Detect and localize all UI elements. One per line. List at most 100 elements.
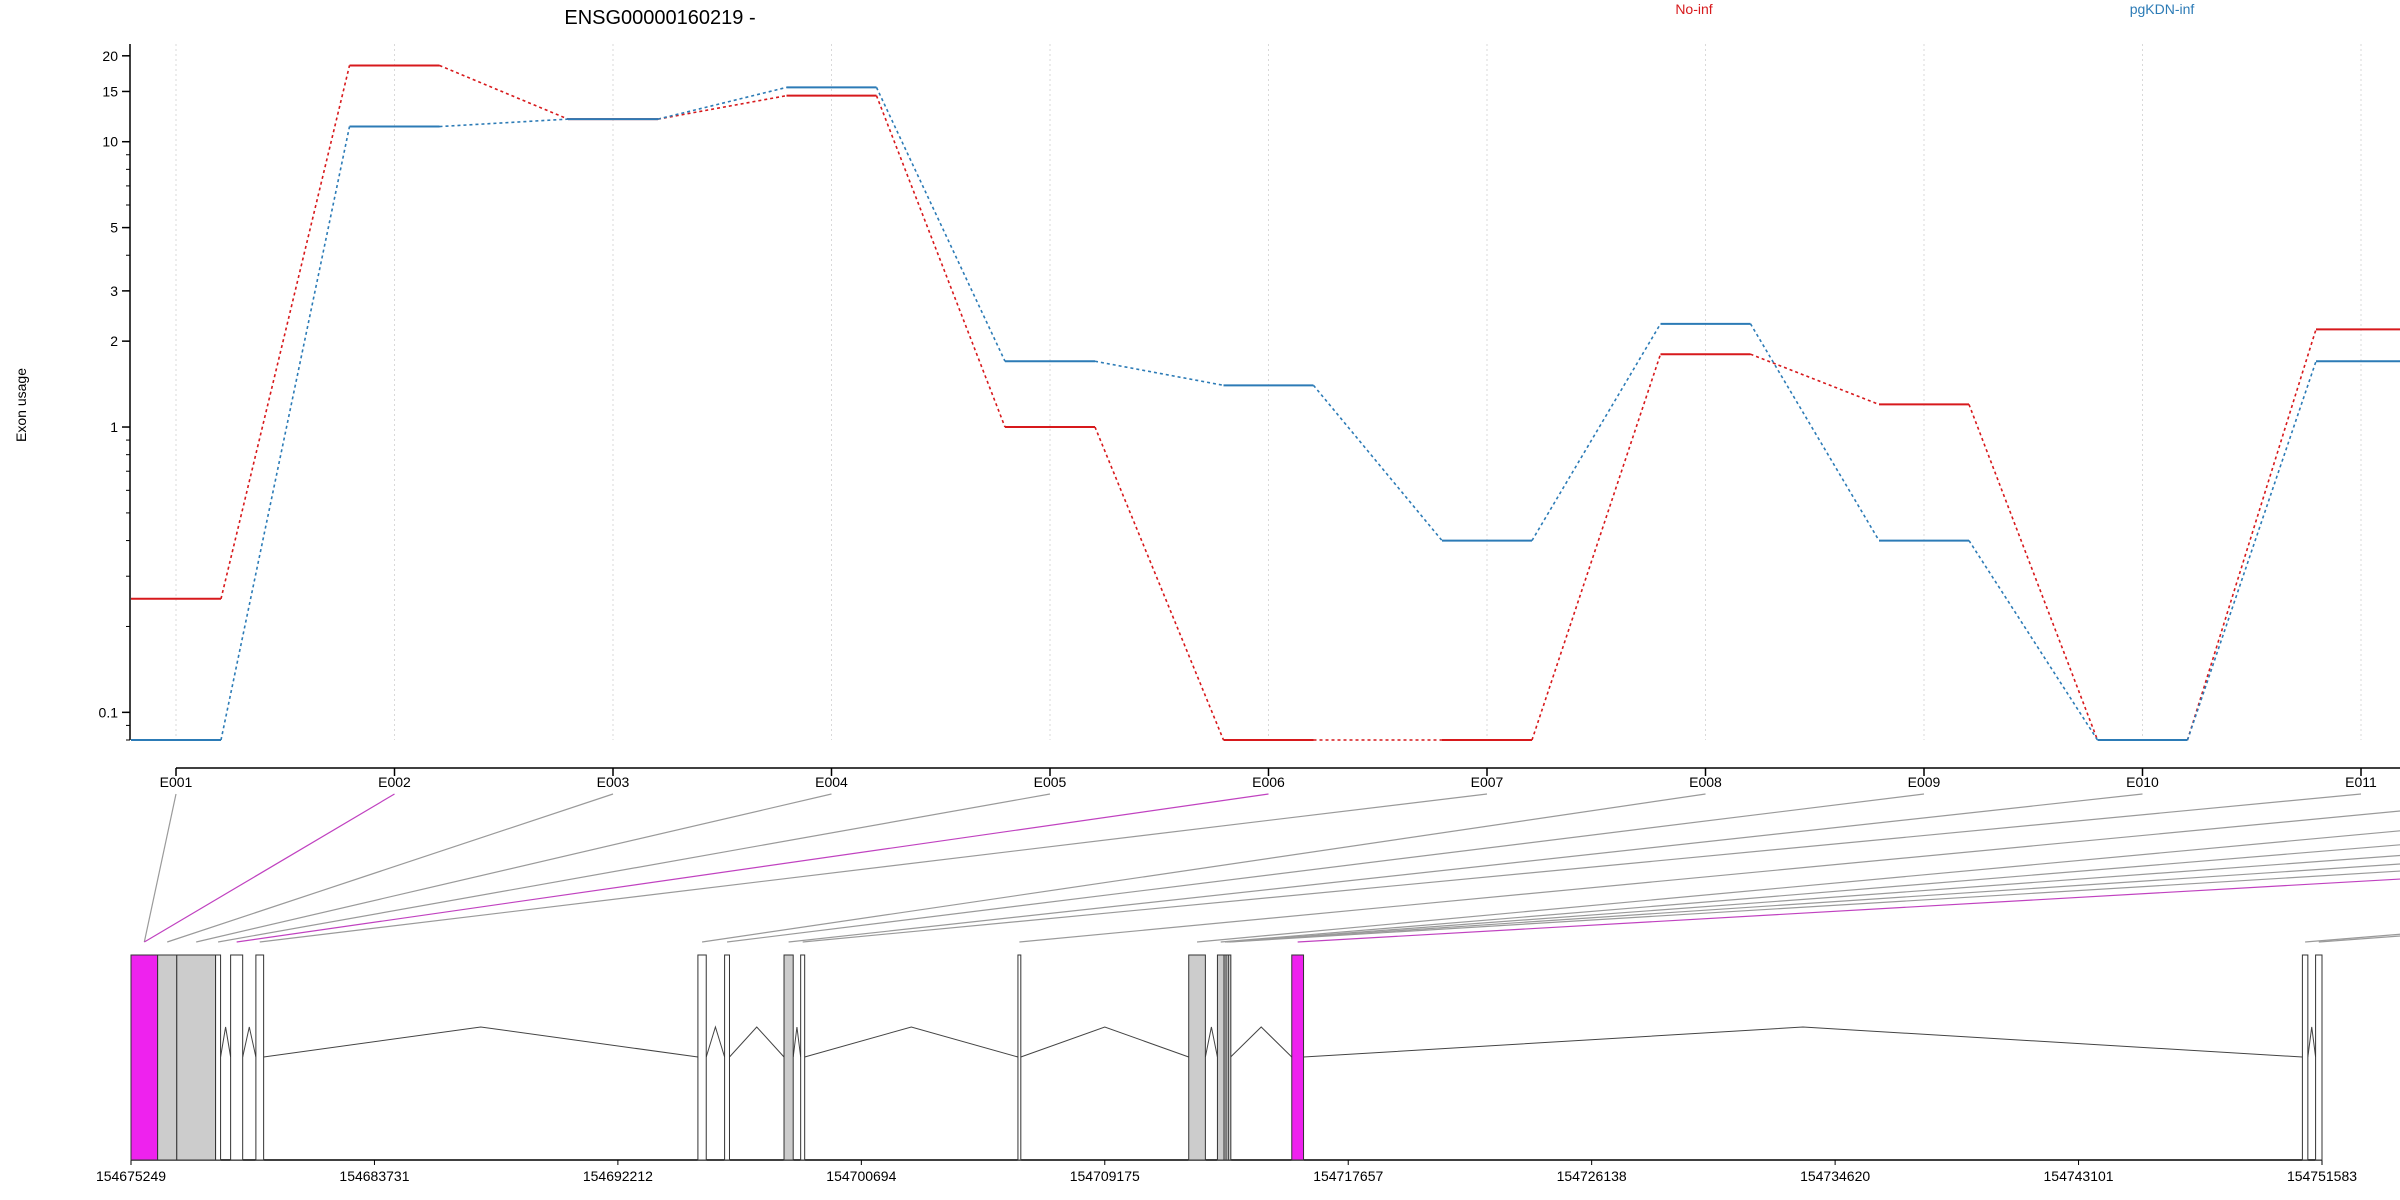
series-pgkdn-inf-connector	[2186, 361, 2317, 741]
exon-box-E009	[724, 954, 730, 1161]
exon-link-E003	[167, 793, 614, 943]
intron-connector	[1230, 1026, 1293, 1058]
axes-layer: 0.1 1 2 3 5 10 15 20 E001 E002 E003 E004 E005 E006 E00…	[99, 44, 2400, 790]
series-pgkdn-inf-connector	[657, 86, 787, 120]
series-pgkdn-inf-connector	[1312, 384, 1443, 542]
genomic-tick-label: 154734620	[1800, 1168, 1870, 1184]
gene-model-layer: 154675249 154683731 154692212 154700694 1547…	[96, 954, 2357, 1184]
genomic-tick-label: 154683731	[339, 1168, 409, 1184]
series-pgkdn-inf-connector	[875, 87, 1006, 362]
exon-box-E003	[157, 954, 178, 1161]
exon-box-E014	[1216, 954, 1225, 1161]
exon-link-E018	[1297, 878, 2400, 943]
series-no-inf-connector	[439, 64, 569, 120]
x-tick-label-E005: E005	[1034, 774, 1067, 790]
intron-connector	[263, 1026, 698, 1058]
exon-link-E007	[259, 793, 1488, 943]
intron-connector	[705, 1025, 726, 1058]
exon-box-E005	[215, 954, 222, 1161]
x-tick-label-E010: E010	[2126, 774, 2159, 790]
exon-box-E013	[1188, 954, 1206, 1161]
exon-link-E014	[1220, 844, 2400, 943]
exon-box-E007	[255, 954, 265, 1161]
exon-box-E010	[783, 954, 794, 1161]
series-pgkdn-inf-connector	[439, 118, 569, 128]
x-tick-label-E004: E004	[815, 774, 848, 790]
y-tick-label: 5	[110, 220, 118, 236]
exon-link-E017	[1229, 870, 2400, 943]
y-tick-label: 15	[102, 83, 118, 99]
intron-connector	[1020, 1026, 1189, 1058]
y-tick-label: 0.1	[99, 704, 119, 720]
x-tick-label-E009: E009	[1908, 774, 1941, 790]
series-pgkdn-inf-connector	[1531, 323, 1662, 541]
legend-entry-no-inf: No-inf	[1675, 1, 1712, 17]
exon-link-E006	[236, 793, 1269, 943]
series-no-inf-connector	[1531, 353, 1662, 741]
series-layer	[131, 64, 2400, 741]
exon-box-E004	[176, 954, 217, 1161]
y-tick-label: 2	[110, 333, 118, 349]
x-tick-label-E006: E006	[1252, 774, 1285, 790]
series-no-inf-connector	[2186, 329, 2317, 741]
genomic-tick-label: 154751583	[2287, 1168, 2357, 1184]
exon-link-E005	[217, 793, 1051, 943]
exon-box-E008	[697, 954, 707, 1161]
x-tick-label-E011: E011	[2345, 774, 2377, 790]
exon-box-E018	[1291, 954, 1305, 1161]
series-no-inf-connector	[875, 95, 1006, 428]
intron-connector	[1204, 1026, 1218, 1058]
series-pgkdn-inf-connector	[1968, 540, 2099, 741]
x-tick-label-E003: E003	[597, 774, 630, 790]
series-no-inf-connector	[657, 94, 787, 120]
genomic-tick-label: 154675249	[96, 1168, 166, 1184]
y-tick-label: 3	[110, 283, 118, 299]
genomic-tick-label: 154726138	[1557, 1168, 1627, 1184]
exon-link-E004	[196, 793, 832, 943]
series-no-inf-connector	[1094, 426, 1225, 741]
series-pgkdn-inf-connector	[1094, 360, 1224, 387]
series-no-inf-connector	[220, 65, 351, 599]
exon-link-E002	[144, 793, 395, 943]
exon-box-E006	[230, 954, 244, 1161]
genomic-tick-label: 154717657	[1313, 1168, 1383, 1184]
exon-link-E016	[1227, 863, 2400, 943]
exon-link-E020	[2318, 935, 2400, 943]
intron-connector	[220, 1026, 232, 1058]
exon-box-E002	[130, 954, 159, 1161]
y-tick-label: 10	[102, 134, 118, 150]
chart-title: ENSG00000160219 -	[564, 7, 755, 29]
intron-connector	[804, 1026, 1019, 1058]
exon-link-E009	[726, 793, 1925, 943]
series-no-inf-connector	[1750, 353, 1880, 406]
exon-link-E001	[143, 793, 177, 943]
exon-link-E011	[802, 793, 2362, 943]
x-tick-label-E008: E008	[1689, 774, 1722, 790]
x-tick-label-E001: E001	[160, 774, 193, 790]
series-pgkdn-inf-connector	[220, 126, 351, 741]
exon-box-E011	[800, 954, 806, 1161]
intron-connector	[2307, 1026, 2317, 1058]
x-tick-label-E007: E007	[1471, 774, 1504, 790]
y-axis-label: Exon usage	[13, 368, 29, 442]
exon-link-E019	[2305, 933, 2400, 943]
genomic-tick-label: 154692212	[583, 1168, 653, 1184]
series-no-inf-connector	[1968, 404, 2099, 741]
links-layer	[143, 793, 2400, 943]
exon-box-E019	[2301, 954, 2309, 1161]
intron-connector	[792, 1026, 802, 1058]
exon-link-E015	[1224, 854, 2400, 943]
genomic-tick-label: 154743101	[2044, 1168, 2114, 1184]
intron-connector	[729, 1026, 785, 1058]
grid-layer	[175, 44, 2362, 740]
exon-box-E017	[1227, 954, 1232, 1161]
intron-connector	[1303, 1026, 2303, 1058]
exon-box-E020	[2315, 954, 2323, 1161]
exon-box-E012	[1017, 954, 1022, 1161]
genomic-tick-label: 154700694	[826, 1168, 896, 1184]
x-tick-label-E002: E002	[378, 774, 411, 790]
genomic-tick-label: 154709175	[1070, 1168, 1140, 1184]
y-tick-label: 1	[110, 419, 118, 435]
series-pgkdn-inf-connector	[1749, 323, 1880, 541]
